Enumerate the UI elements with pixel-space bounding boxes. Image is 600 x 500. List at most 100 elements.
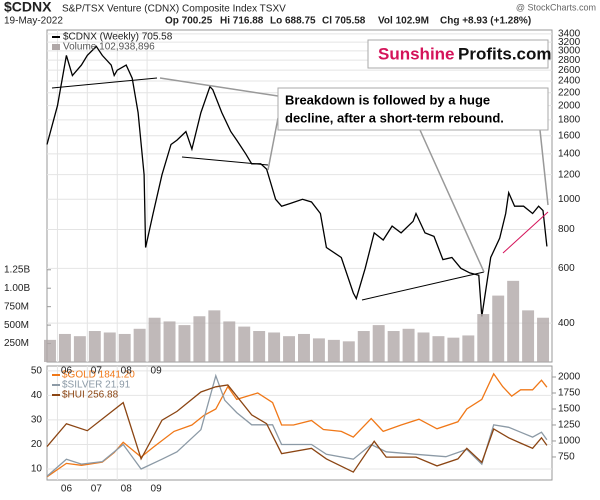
price-panel: [46, 29, 553, 363]
volume-bar: [238, 326, 251, 362]
credit: @ StockCharts.com: [516, 2, 596, 12]
trendline: [51, 77, 158, 89]
brand: Profits.com: [458, 44, 552, 63]
y-tick-label: 20: [31, 439, 43, 450]
volume-bar: [148, 317, 161, 362]
volume-bar: [163, 321, 176, 362]
y-tick-label: 2800: [558, 55, 581, 66]
y2-tick-label: 2000: [558, 372, 581, 383]
x-tick-label: 09: [151, 484, 163, 495]
marks: [44, 45, 550, 478]
y-tick-label: 30: [31, 415, 43, 426]
volume-bar: [268, 332, 281, 362]
y-tick-label: 10: [31, 464, 43, 475]
brand: Sunshine: [378, 44, 455, 63]
legend-swatch: [52, 44, 60, 50]
x-tick-label: 07: [91, 366, 103, 377]
quote: Op 700.25: [165, 16, 213, 27]
callouts: [159, 77, 549, 273]
annotation: decline, after a short-term rebound.: [285, 110, 504, 125]
series-line: [46, 373, 548, 477]
callout: [267, 117, 279, 171]
volume-bar: [73, 336, 86, 362]
volume-bar: [208, 310, 221, 362]
volume-bar: [342, 341, 355, 362]
legend-entry: $GOLD 1841.20: [62, 370, 135, 381]
y2-tick-label: 1750: [558, 388, 581, 399]
symbol: $CDNX: [4, 0, 52, 15]
y-tick-label: 400: [558, 318, 575, 329]
y-tick-label: 1000: [558, 194, 581, 205]
trendline: [502, 211, 549, 254]
x-tick-label: 06: [61, 366, 73, 377]
x-tick-label: 06: [61, 484, 73, 495]
volume-bar: [253, 331, 266, 362]
y2-tick-label: 250M: [4, 338, 29, 349]
legend-entry: $SILVER 21.91: [62, 380, 131, 391]
volume-bar: [193, 316, 206, 362]
legend-entry: Volume 102,938,896: [63, 42, 155, 53]
y2-tick-label: 1250: [558, 420, 581, 431]
y-tick-label: 1200: [558, 169, 581, 180]
y-tick-label: 3000: [558, 45, 581, 56]
y2-tick-label: 750M: [4, 301, 29, 312]
volume-bar: [447, 337, 460, 362]
y-tick-label: 600: [558, 263, 575, 274]
quote: Vol 102.9M: [378, 16, 429, 27]
annotation: Breakdown is followed by a huge: [285, 92, 490, 107]
volume-bar: [492, 295, 505, 362]
volume-bar: [327, 339, 340, 362]
volume-bar: [312, 338, 325, 362]
y2-tick-label: 500M: [4, 320, 29, 331]
y2-tick-label: 1.25B: [4, 264, 30, 275]
trendline: [181, 156, 269, 166]
volume-bar: [103, 332, 116, 362]
series-line: [46, 45, 548, 317]
quote: Lo 688.75: [270, 16, 316, 27]
legend-entry: $HUI 256.88: [62, 390, 119, 401]
y-tick-label: 1400: [558, 148, 581, 159]
legend-entry: $CDNX (Weekly) 705.58: [63, 32, 173, 43]
x-tick-label: 07: [91, 484, 103, 495]
quote: Cl 705.58: [322, 16, 366, 27]
subtitle: S&P/TSX Venture (CDNX) Composite Index T…: [62, 4, 286, 15]
volume-bar: [462, 335, 475, 362]
volume-bar: [223, 321, 236, 362]
brand-box: [367, 39, 549, 69]
volume-bar: [372, 325, 385, 362]
volume-bar: [88, 331, 101, 362]
grid: [47, 30, 556, 480]
volume-bar: [58, 333, 71, 362]
y-tick-label: 800: [558, 224, 575, 235]
legend: $GOLD 1841.20$SILVER 21.91$HUI 256.88: [52, 370, 135, 401]
y2-tick-label: 1000: [558, 436, 581, 447]
y2-tick-label: 1500: [558, 404, 581, 415]
y-tick-label: 2600: [558, 65, 581, 76]
date: 19-May-2022: [4, 16, 63, 27]
volume-bar: [357, 331, 370, 362]
callout: [419, 129, 485, 273]
quote: Hi 716.88: [220, 16, 264, 27]
volume-bar: [507, 280, 520, 362]
volume-bar: [44, 339, 56, 362]
y-tick-label: 40: [31, 390, 43, 401]
y-tick-label: 2000: [558, 100, 581, 111]
y2-tick-label: 750: [558, 452, 575, 463]
y-tick-label: 3400: [558, 29, 581, 40]
change: Chg +8.93 (+1.28%): [440, 16, 531, 27]
y-tick-label: 2200: [558, 87, 581, 98]
y-tick-label: 1800: [558, 115, 581, 126]
x-tick-label: 09: [151, 366, 163, 377]
trendline: [361, 271, 485, 301]
volume-bar: [387, 331, 400, 362]
callout: [159, 77, 279, 97]
x-tick-label: 08: [121, 484, 133, 495]
annotation-box: [277, 87, 549, 131]
y2-tick-label: 1.00B: [4, 283, 30, 294]
series-line: [46, 384, 548, 473]
volume-bar: [402, 328, 415, 362]
callout: [539, 129, 549, 206]
volume-bar: [133, 328, 146, 362]
y-tick-label: 3200: [558, 37, 581, 48]
